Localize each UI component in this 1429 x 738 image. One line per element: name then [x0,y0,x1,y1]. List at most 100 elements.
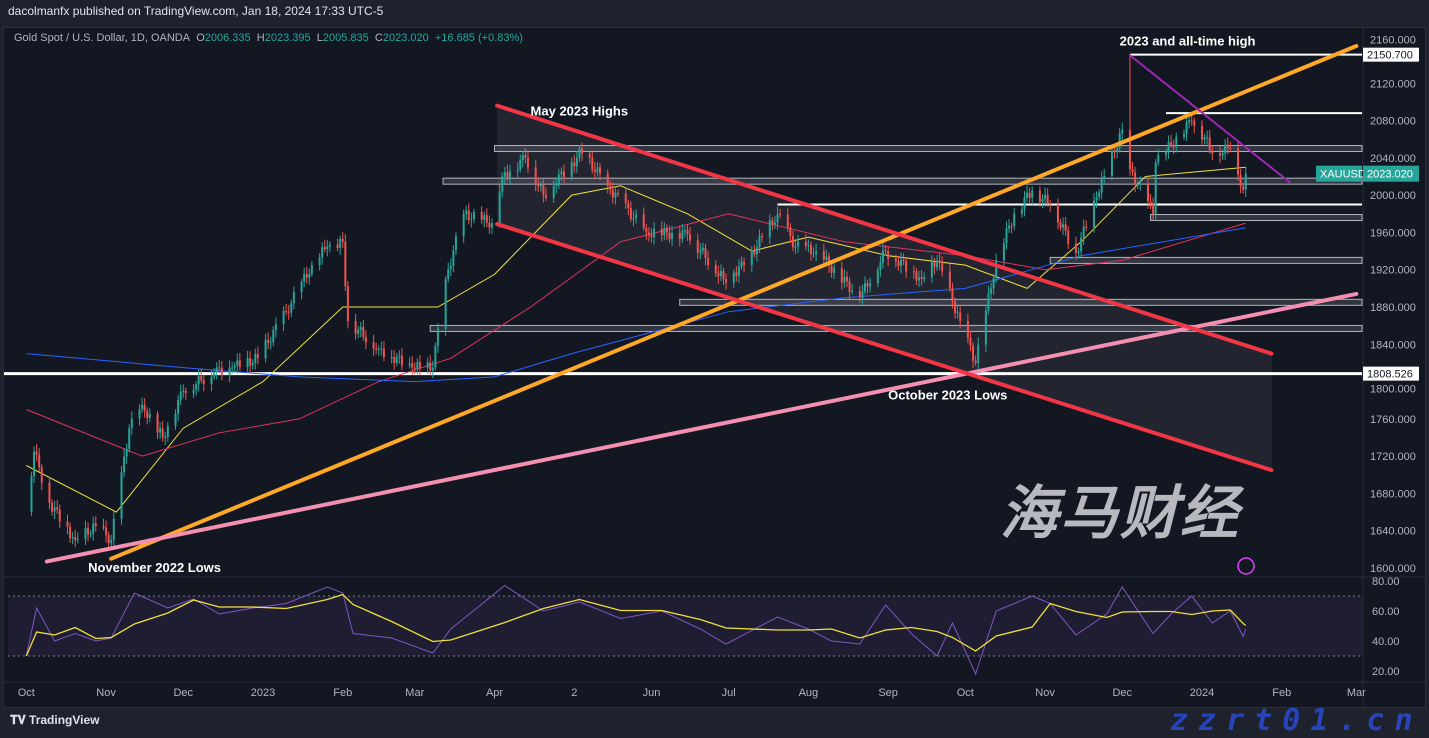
candle-body [671,232,674,240]
candle-body [213,372,216,377]
candle [120,466,123,525]
candle [560,167,563,182]
candle-body [1062,224,1065,228]
candle-body [1026,192,1029,198]
candle [663,222,666,241]
candle [282,306,285,332]
candle-body [858,290,861,298]
candle [395,352,398,367]
candle-body [344,241,347,287]
candle [1193,117,1196,134]
candle-body [704,247,707,258]
candle [434,342,437,371]
candle [519,154,522,173]
candle-body [30,476,33,513]
candle [912,265,915,279]
candle [321,242,324,265]
candle [544,187,547,202]
candle [632,210,635,227]
candle [498,184,501,228]
candle [552,179,555,203]
candle [238,353,241,371]
candle [454,232,457,256]
candle-body [146,410,149,419]
candle [959,305,962,329]
candle [1131,161,1134,177]
candle [472,208,475,224]
candle [112,511,115,548]
candle-body [1242,186,1245,190]
candle [256,346,259,365]
candle [1103,168,1106,185]
tv-logo-icon: 𝐓𝐕 [10,713,30,727]
candle-body [732,272,735,283]
candle-body [591,157,594,170]
candle-body [48,482,51,503]
candle-body [588,153,591,158]
rsi-tick-label: 40.00 [1372,636,1400,648]
candle-body [995,260,998,278]
trendline [495,103,1274,356]
candle-body [444,279,447,329]
candle [956,305,959,319]
candle [596,162,599,177]
candle-body [1013,213,1016,227]
candle [845,271,848,287]
candle [1229,141,1232,153]
time-tick-label: Aug [799,687,819,699]
candle [508,164,511,186]
candle-body [815,251,818,254]
candle-body [809,245,812,254]
candle-body [912,271,915,273]
candle-body [400,355,403,366]
candle-body [102,526,105,528]
candle [372,334,375,356]
candle-body [635,214,638,219]
candle [717,265,720,284]
candle [743,257,746,273]
candle-body [66,521,69,527]
candle-body [483,215,486,220]
open-label: O [196,32,205,44]
lightning-icon [1237,557,1255,575]
publish-info: dacolmanfx published on TradingView.com,… [0,0,1429,22]
candle-body [33,451,36,477]
candle [69,522,72,543]
candle [905,257,908,278]
candle [918,270,921,287]
candle-body [382,348,385,358]
candle-body [599,167,602,174]
candle-body [725,279,728,283]
candle-body [992,277,995,289]
candle [1121,122,1124,141]
level-price-label: 1808.526 [1367,369,1413,381]
time-tick-label: Feb [333,687,352,699]
candle [671,225,674,246]
tradingview-logo[interactable]: 𝐓𝐕 TradingView [10,713,100,728]
candle-body [755,247,758,255]
candle [51,499,54,516]
candle [1098,188,1101,201]
candle-body [1172,144,1175,148]
candle-body [218,367,221,369]
candle-body [200,376,203,381]
candle [591,151,594,174]
moving-average-line [26,213,1246,457]
candle [516,162,519,179]
candle-body [87,528,90,535]
candle-body [58,509,61,522]
candle [1031,186,1034,205]
candle-body [56,507,59,510]
price-tick-label: 1720.000 [1370,451,1416,463]
candle [611,182,614,204]
candle-body [1103,175,1106,179]
support-resistance-zone [494,145,1363,153]
candle-body [1116,148,1119,152]
candle-body [179,392,182,401]
candle [177,395,180,422]
candle [318,253,321,271]
candle [285,303,288,316]
candle-body [359,327,362,330]
candle [501,172,504,198]
